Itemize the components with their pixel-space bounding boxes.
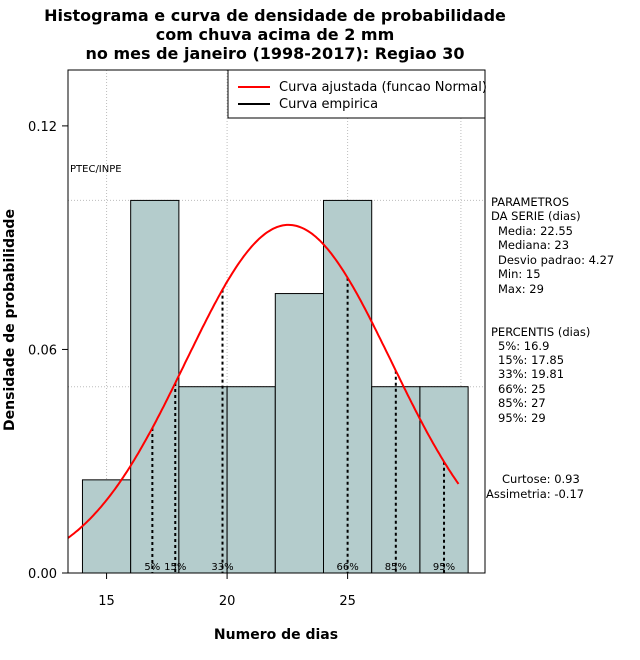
percentile-lines: 5% 15% 33% 66% 85% 95% [144,277,455,573]
stat-min: Min: 15 [498,267,541,281]
legend-label-normal: Curva ajustada (funcao Normal) [279,80,487,95]
chart-title-line-3: no mes de janeiro (1998-2017): Regiao 30 [86,44,465,63]
percentil-85: 85%: 27 [498,396,546,410]
y-axis: 0.00 0.06 0.12 [28,120,68,582]
percentile-label: 15% [164,562,186,573]
percentile-label: 95% [433,562,455,573]
percentil-95: 95%: 29 [498,411,546,425]
stat-mediana: Mediana: 23 [498,238,569,252]
histogram-bar [226,386,276,574]
histogram-bar [274,293,325,574]
y-tick-label: 0.06 [28,343,57,358]
legend-label-empirical: Curva empirica [279,97,378,112]
percentile-label: 33% [211,562,233,573]
histogram-bar [178,386,228,574]
histogram-bar [81,479,132,574]
stat-curtose: Curtose: 0.93 [502,472,580,486]
y-tick-label: 0.00 [28,567,57,582]
chart-title-line-2: com chuva acima de 2 mm [156,25,395,44]
stats-panel: PARAMETROS DA SERIE (dias) Media: 22.55 … [486,195,614,501]
normal-curve-line [67,223,460,539]
histogram-bar [130,199,180,574]
y-axis-label: Densidade de probabilidade [2,209,18,431]
percentil-66: 66%: 25 [498,382,546,396]
histogram-bars [81,199,469,574]
x-axis: 15 20 25 [98,573,356,609]
y-tick-label: 0.12 [28,120,57,135]
watermark-label: PTEC/INPE [70,164,122,175]
percentile-label: 85% [385,562,407,573]
percentile-label: 5% [144,562,160,573]
x-tick-label: 25 [339,594,356,609]
stat-desvio: Desvio padrao: 4.27 [498,253,614,267]
percentile-label: 66% [336,562,358,573]
stat-media: Media: 22.55 [498,224,573,238]
percentis-title: PERCENTIS (dias) [491,325,590,339]
percentil-33: 33%: 19.81 [498,367,564,381]
legend-box [227,69,486,119]
parametros-title-2: DA SERIE (dias) [491,209,581,223]
percentil-5: 5%: 16.9 [498,339,549,353]
x-tick-label: 20 [219,594,236,609]
parametros-title-1: PARAMETROS [491,195,569,209]
x-axis-label: Numero de dias [214,627,338,643]
legend: Curva ajustada (funcao Normal) Curva emp… [227,69,487,119]
chart-title-line-1: Histograma e curva de densidade de proba… [44,6,506,25]
stat-max: Max: 29 [498,282,544,296]
x-tick-label: 15 [98,594,115,609]
percentil-15: 15%: 17.85 [498,353,564,367]
stat-assimetria: Assimetria: -0.17 [486,487,584,501]
